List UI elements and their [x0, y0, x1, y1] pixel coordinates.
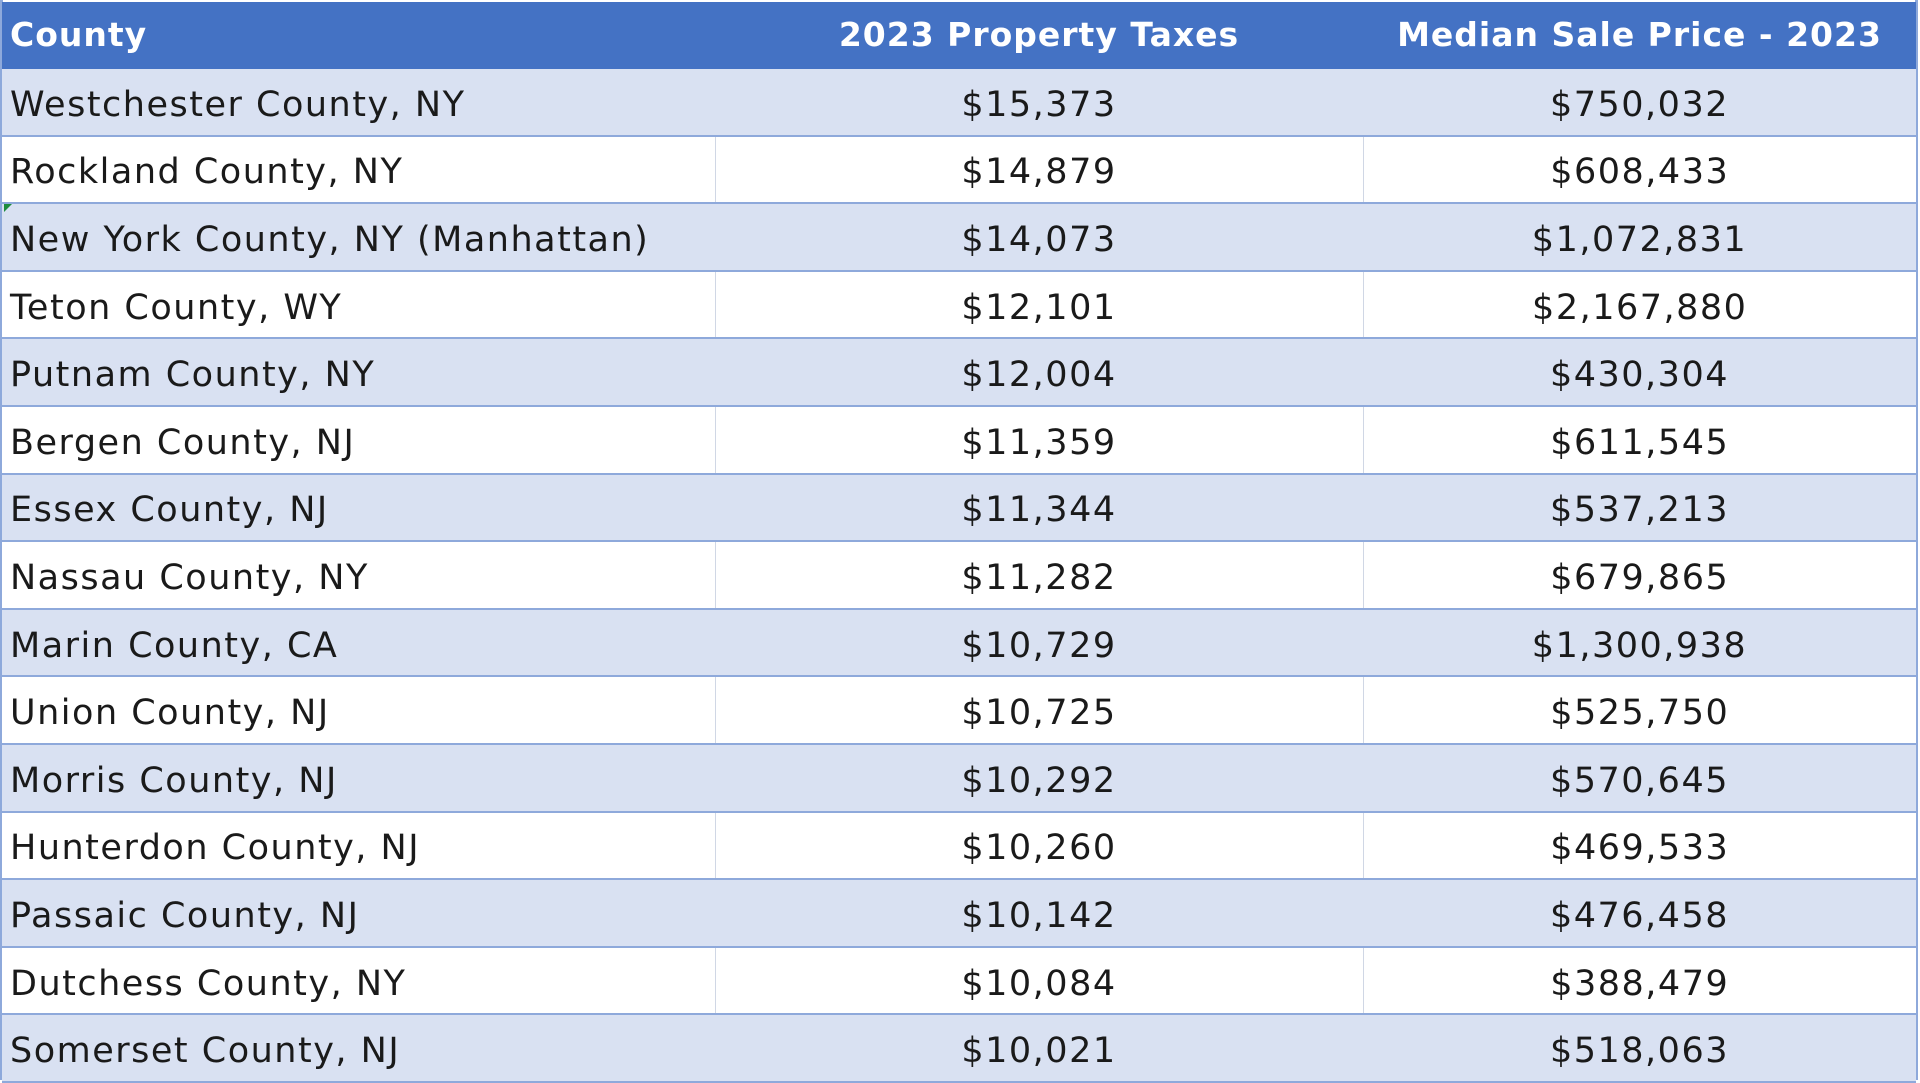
property-taxes-cell[interactable]: $10,292: [715, 742, 1363, 812]
median-sale-price-cell[interactable]: $1,072,831: [1363, 202, 1916, 271]
median-sale-price-cell[interactable]: $611,545: [1363, 404, 1916, 474]
table-row: Teton County, WY $12,101 $2,167,880: [2, 269, 1916, 339]
property-taxes-cell[interactable]: $10,260: [715, 810, 1364, 880]
property-taxes-cell[interactable]: $10,084: [715, 945, 1364, 1015]
median-sale-price-cell[interactable]: $430,304: [1363, 337, 1916, 406]
county-cell[interactable]: Morris County, NJ: [2, 742, 715, 812]
table-header: County 2023 Property Taxes Median Sale P…: [2, 2, 1916, 69]
median-sale-price-cell[interactable]: $750,032: [1363, 67, 1916, 136]
median-sale-price-cell[interactable]: $388,479: [1363, 945, 1916, 1015]
county-cell[interactable]: New York County, NY (Manhattan): [2, 202, 715, 271]
property-taxes-cell[interactable]: $10,142: [715, 878, 1363, 947]
county-cell[interactable]: Marin County, CA: [2, 607, 715, 677]
table-row: New York County, NY (Manhattan) $14,073 $1…: [2, 202, 1916, 271]
header-property-taxes[interactable]: 2023 Property Taxes: [715, 2, 1363, 69]
property-taxes-cell[interactable]: $10,729: [715, 607, 1363, 677]
table-row: Rockland County, NY $14,879 $608,433: [2, 134, 1916, 204]
county-cell[interactable]: Hunterdon County, NJ: [2, 810, 716, 880]
header-median-sale-price[interactable]: Median Sale Price - 2023: [1363, 2, 1916, 69]
county-cell[interactable]: Bergen County, NJ: [2, 404, 716, 474]
table-row: Union County, NJ $10,725 $525,750: [2, 675, 1916, 744]
table-row: Hunterdon County, NJ $10,260 $469,533: [2, 810, 1916, 880]
header-county[interactable]: County: [2, 2, 715, 69]
county-cell[interactable]: Westchester County, NY: [2, 67, 715, 136]
county-cell[interactable]: Essex County, NJ: [2, 472, 715, 542]
property-taxes-cell[interactable]: $12,101: [715, 269, 1364, 339]
property-taxes-cell[interactable]: $10,021: [715, 1013, 1363, 1083]
property-taxes-cell[interactable]: $12,004: [715, 337, 1363, 406]
table-row: Putnam County, NY $12,004 $430,304: [2, 337, 1916, 406]
table-row: Morris County, NJ $10,292 $570,645: [2, 742, 1916, 812]
header-row: County 2023 Property Taxes Median Sale P…: [2, 2, 1916, 69]
property-taxes-cell[interactable]: $14,073: [715, 202, 1363, 271]
table-row: Dutchess County, NY $10,084 $388,479: [2, 945, 1916, 1015]
county-cell[interactable]: Rockland County, NY: [2, 134, 716, 204]
property-taxes-cell[interactable]: $14,879: [715, 134, 1364, 204]
table-row: Essex County, NJ $11,344 $537,213: [2, 472, 1916, 542]
median-sale-price-cell[interactable]: $525,750: [1363, 675, 1916, 744]
county-cell[interactable]: Teton County, WY: [2, 269, 716, 339]
table-left-border: [0, 0, 3, 1080]
table-row: Marin County, CA $10,729 $1,300,938: [2, 607, 1916, 677]
median-sale-price-cell[interactable]: $476,458: [1363, 878, 1916, 947]
property-taxes-cell[interactable]: $10,725: [715, 675, 1364, 744]
county-cell[interactable]: Putnam County, NY: [2, 337, 715, 406]
table-row: Westchester County, NY $15,373 $750,032: [2, 67, 1916, 136]
property-taxes-cell[interactable]: $11,344: [715, 472, 1363, 542]
median-sale-price-cell[interactable]: $1,300,938: [1363, 607, 1916, 677]
cell-comment-marker: [4, 204, 12, 212]
property-taxes-cell[interactable]: $15,373: [715, 67, 1363, 136]
county-cell[interactable]: Nassau County, NY: [2, 540, 716, 609]
median-sale-price-cell[interactable]: $570,645: [1363, 742, 1916, 812]
median-sale-price-cell[interactable]: $2,167,880: [1363, 269, 1916, 339]
median-sale-price-cell[interactable]: $469,533: [1363, 810, 1916, 880]
table-row: Nassau County, NY $11,282 $679,865: [2, 540, 1916, 609]
median-sale-price-cell[interactable]: $679,865: [1363, 540, 1916, 609]
county-cell[interactable]: Passaic County, NJ: [2, 878, 715, 947]
property-taxes-cell[interactable]: $11,359: [715, 404, 1364, 474]
property-taxes-cell[interactable]: $11,282: [715, 540, 1364, 609]
median-sale-price-cell[interactable]: $537,213: [1363, 472, 1916, 542]
table-right-border: [1915, 0, 1918, 1080]
table-row: Somerset County, NJ $10,021 $518,063: [2, 1013, 1916, 1083]
median-sale-price-cell[interactable]: $518,063: [1363, 1013, 1916, 1083]
county-cell[interactable]: Somerset County, NJ: [2, 1013, 715, 1083]
county-cell[interactable]: Dutchess County, NY: [2, 945, 716, 1015]
table-row: Passaic County, NJ $10,142 $476,458: [2, 878, 1916, 947]
county-cell[interactable]: Union County, NJ: [2, 675, 716, 744]
median-sale-price-cell[interactable]: $608,433: [1363, 134, 1916, 204]
table-row: Bergen County, NJ $11,359 $611,545: [2, 404, 1916, 474]
table-body: Westchester County, NY $15,373 $750,032 Roc…: [2, 67, 1916, 1083]
